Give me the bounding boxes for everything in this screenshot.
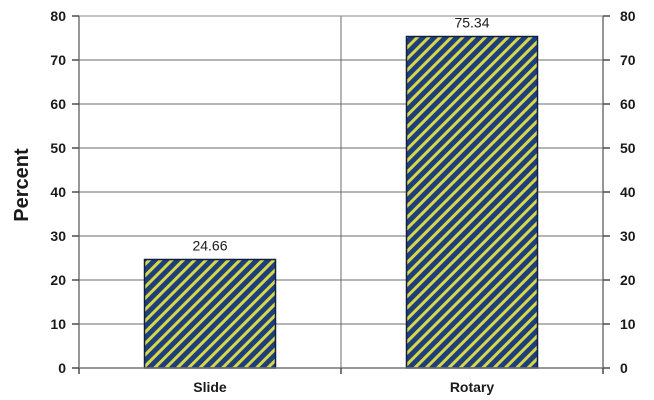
y-tick-label: 30: [50, 228, 66, 244]
y-tick-label: 0: [58, 360, 66, 376]
category-label: Slide: [193, 379, 227, 395]
bars: [143, 35, 539, 369]
y2-tick-label: 30: [620, 228, 636, 244]
y-tick-label: 40: [50, 184, 66, 200]
data-label: 75.34: [454, 15, 489, 31]
category-label: Rotary: [450, 379, 495, 395]
y-tick-label: 60: [50, 96, 66, 112]
y-tick-label: 80: [50, 8, 66, 24]
y2-tick-label: 80: [620, 8, 636, 24]
y2-tick-label: 40: [620, 184, 636, 200]
y2-tick-label: 60: [620, 96, 636, 112]
y2-tick-label: 20: [620, 272, 636, 288]
y-tick-label: 10: [50, 316, 66, 332]
y2-tick-label: 50: [620, 140, 636, 156]
y-axis-title: Percent: [11, 148, 33, 222]
data-label: 24.66: [192, 237, 227, 253]
axes: [72, 15, 610, 374]
y-tick-label: 70: [50, 52, 66, 68]
bar-slide: [143, 258, 277, 369]
y2-tick-label: 0: [620, 360, 628, 376]
y-tick-label: 50: [50, 140, 66, 156]
y-tick-label: 20: [50, 272, 66, 288]
y2-tick-label: 10: [620, 316, 636, 332]
bar-rotary: [405, 35, 539, 369]
labels: 24.66 Slide 75.34 Rotary 0 0 10 10 20 20 30 30 40 40 5…: [50, 8, 635, 395]
y2-tick-label: 70: [620, 52, 636, 68]
